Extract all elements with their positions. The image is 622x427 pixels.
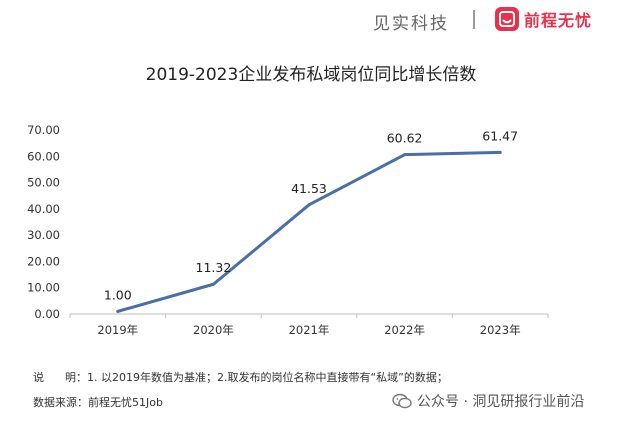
wechat-icon [392, 393, 412, 409]
data-source: 数据来源：前程无忧51Job [33, 396, 163, 409]
y-tick-label: 70.00 [27, 123, 60, 137]
y-tick-label: 40.00 [27, 202, 60, 216]
data-label: 11.32 [196, 260, 232, 275]
y-tick-label: 0.00 [34, 307, 60, 321]
smile-logo-icon [495, 7, 519, 31]
y-tick-label: 10.00 [27, 281, 60, 295]
header: 见实科技 前程无忧 [0, 0, 622, 36]
watermark-text: 公众号 · 洞见研报行业前沿 [417, 394, 585, 410]
x-tick-label: 2021年 [289, 323, 330, 337]
x-tick-label: 2020年 [193, 323, 234, 337]
data-point [498, 150, 502, 154]
watermark: 公众号 · 洞见研报行业前沿 [392, 391, 584, 411]
y-tick-label: 30.00 [27, 228, 60, 242]
data-label: 41.53 [291, 181, 327, 196]
x-tick-label: 2023年 [480, 323, 521, 337]
data-point [403, 153, 407, 157]
data-label: 61.47 [482, 128, 518, 143]
brand-jianshi: 见实科技 [373, 14, 449, 34]
data-label: 60.62 [387, 131, 423, 146]
brand-51job-text: 前程无忧 [524, 11, 593, 30]
chart-title: 2019-2023企业发布私域岗位同比增长倍数 [145, 65, 477, 85]
brand-divider [473, 10, 475, 29]
y-tick-label: 50.00 [27, 176, 60, 190]
chart-note: 说 明：1. 以2019年数值为基准；2.取发布的岗位名称中直接带有“私域”的数… [33, 371, 448, 384]
series-line [116, 150, 502, 313]
data-label: 1.00 [104, 287, 132, 302]
x-tick-label: 2022年 [384, 323, 425, 337]
x-tick-label: 2019年 [97, 323, 138, 337]
y-tick-label: 60.00 [27, 149, 60, 163]
brand-51job: 前程无忧 [495, 6, 592, 32]
data-point [211, 282, 215, 286]
data-point [116, 309, 120, 313]
y-tick-label: 20.00 [27, 254, 60, 268]
data-point [307, 203, 311, 207]
